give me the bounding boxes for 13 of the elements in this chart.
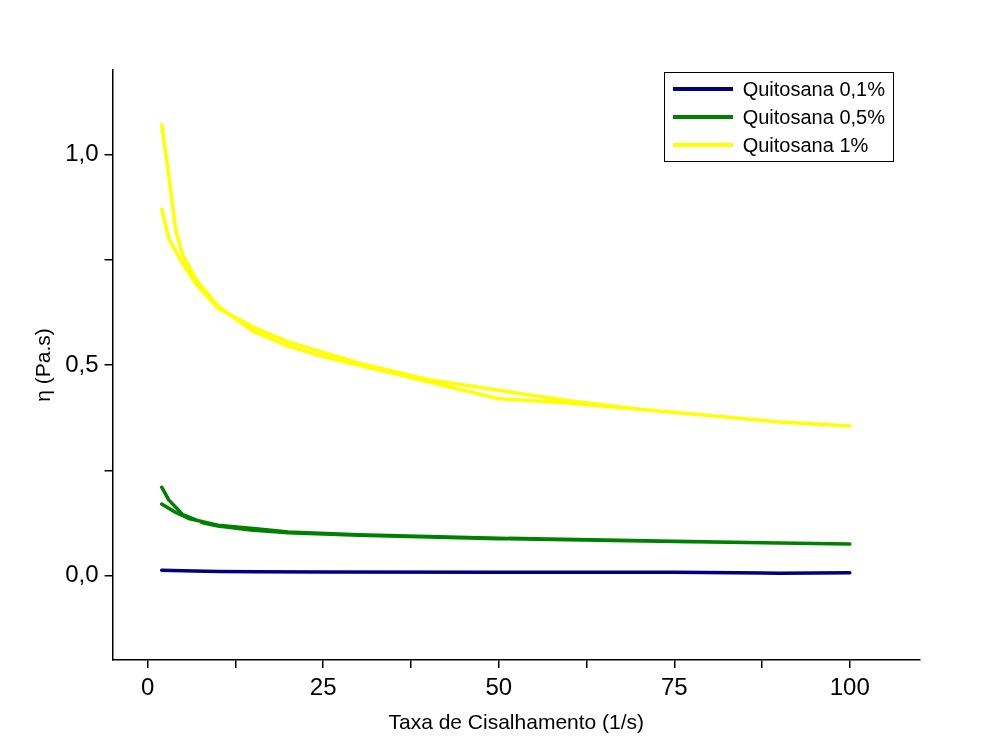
x-tick-label: 100 [829, 673, 870, 701]
x-tick-label: 0 [140, 673, 155, 701]
y-tick-label: 0,5 [65, 349, 99, 377]
x-tick-label: 50 [485, 673, 513, 701]
y-axis-title: η (Pa.s) [31, 328, 55, 402]
legend-label: Quitosana 0,5% [742, 105, 885, 129]
legend-label: Quitosana 0,1% [742, 77, 885, 101]
x-tick-label: 75 [660, 673, 688, 701]
x-axis-title: Taxa de Cisalhamento (1/s) [388, 710, 645, 734]
y-tick-label: 0,0 [65, 560, 99, 588]
y-tick-label: 1,0 [65, 138, 99, 166]
legend-label: Quitosana 1% [742, 133, 869, 157]
x-tick-label: 25 [309, 673, 337, 701]
